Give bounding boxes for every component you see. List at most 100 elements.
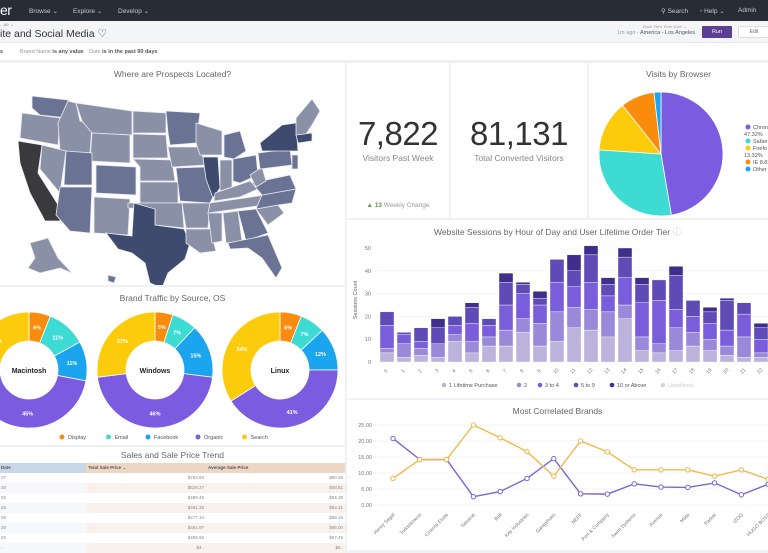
bar-segment <box>736 336 752 358</box>
brand-traffic-donuts: 6% 11% 11% 45% 27% Macintosh 5% 7% 15% 46% 27% Wind… <box>0 311 339 441</box>
column-header-date[interactable]: Date <box>0 463 86 473</box>
menu-develop[interactable]: Develop ⌄ <box>118 8 150 15</box>
data-point <box>711 480 718 486</box>
cell-total-sale-price: $477.10 <box>187 515 204 520</box>
x-tick-label: 17 <box>671 367 679 375</box>
table-row[interactable]: 06 $477.10 $68.16 <box>0 513 345 523</box>
filter-date[interactable]: Date is in the past 90 days <box>89 49 158 55</box>
cell-date: 20 <box>1 535 7 540</box>
state-north-dakota <box>132 110 167 134</box>
donut-center-label: Linux <box>271 368 290 375</box>
bar-segment <box>651 343 667 354</box>
x-tick-label: Parker <box>703 512 718 527</box>
x-tick-label: 14 <box>620 367 628 375</box>
bar-segment <box>515 284 531 294</box>
menu-explore[interactable]: Explore ⌄ <box>73 8 103 15</box>
legend-label-organic: Organic <box>204 435 224 441</box>
app-logo[interactable]: er <box>0 2 12 18</box>
column-header-average-sale-price[interactable]: Average Sale Price <box>206 463 345 473</box>
legend-pct-chrome: 47.32% <box>744 132 763 138</box>
pie-slice-other <box>653 91 662 155</box>
pie-slice-chrome <box>660 91 724 216</box>
y-tick-label: 10 <box>365 337 371 343</box>
bar-segment <box>617 256 633 278</box>
search-button[interactable]: ⚲ Search <box>661 8 689 15</box>
sessions-chart-tile: Website Sessions by Hour of Day and User… <box>347 220 768 398</box>
x-tick-label: 11 <box>569 367 577 375</box>
line-series <box>392 437 768 498</box>
run-button[interactable]: Run <box>702 26 732 38</box>
state-oregon <box>19 112 61 146</box>
table-row[interactable]: 25 $481.35 $53.31 <box>0 503 345 513</box>
state-wisconsin <box>195 122 223 156</box>
legend-dot-email <box>106 434 111 440</box>
bar-segment <box>719 345 735 356</box>
correlated-brands-line-chart: 0.00 5.00 10.00 15.00 20.00 25.00 Henry Segal T… <box>358 422 768 542</box>
legend-label-other: Other <box>753 167 767 173</box>
data-point <box>604 491 611 497</box>
donut-slice-label: 7% <box>173 331 181 337</box>
filter-brand-name[interactable]: Brand Name is any value <box>20 49 84 55</box>
legend-label: 5 to 9 <box>581 383 595 389</box>
bar-segment <box>685 345 701 363</box>
donut-slice-label: 6% <box>33 325 41 331</box>
x-tick-label: 21 <box>739 367 747 375</box>
bar-segment <box>413 348 429 356</box>
timezone-value[interactable]: America - Los Angeles <box>639 30 695 36</box>
bar-segment <box>668 266 684 276</box>
x-tick-label: 4 <box>451 368 457 374</box>
table-row[interactable]: 20 $459.60 $57.45 <box>0 533 345 543</box>
column-header-total-sale-price[interactable]: Total Sale Price ⌄ <box>86 463 206 473</box>
bar-segment <box>481 318 497 326</box>
dashboard-header: ...ue ⌄ ite and Social Media ♡ Each Tile… <box>0 21 768 43</box>
table-row[interactable]: 30 $529.27 $58.81 <box>0 483 345 493</box>
info-icon[interactable]: ⓘ <box>672 227 681 237</box>
y-tick-label: 0.00 <box>361 503 372 509</box>
cell-average-sale-price: $54.38 <box>329 495 343 500</box>
map-tile: Where are Prospects Located? <box>0 63 345 285</box>
bar-segment <box>702 311 718 324</box>
bar-segment <box>464 302 480 308</box>
timezone-label[interactable]: Each Tile's Time Zone ⌄ <box>643 24 687 29</box>
edit-button[interactable]: Edit <box>738 26 768 38</box>
cell-total-sale-price: $461.97 <box>86 523 206 533</box>
state-hawaii <box>107 274 117 284</box>
data-point <box>497 435 503 441</box>
top-nav: er Browse ⌄ Explore ⌄ Develop ⌄ ⚲ Search… <box>0 0 768 21</box>
table-row[interactable]: 07 $753.93 $50.26 <box>0 473 345 483</box>
breadcrumb[interactable]: ...ue ⌄ <box>0 22 14 27</box>
state-colorado <box>95 164 137 196</box>
admin-menu[interactable]: Admin <box>738 7 757 14</box>
data-point <box>711 473 718 479</box>
bar-segment <box>634 302 650 338</box>
help-menu[interactable]: • Help ⌄ <box>700 8 725 15</box>
pie-slice-safari <box>598 149 672 217</box>
us-map[interactable] <box>0 63 345 285</box>
weekly-change-value: 13 <box>374 202 382 209</box>
bar-segment <box>396 332 412 335</box>
dashboard-title: ite and Social Media ♡ <box>0 28 107 40</box>
bar-segment <box>464 323 480 342</box>
table-row[interactable]: 29 $461.97 $66.00 <box>0 523 345 533</box>
y-tick-label: 40 <box>365 269 371 275</box>
bar-segment <box>447 334 463 342</box>
table-row[interactable]: .. $4.. $5.. <box>0 543 345 553</box>
bar-segment <box>447 316 463 326</box>
bar-segment <box>702 338 718 351</box>
search-icon: ⚲ <box>661 8 668 15</box>
bar-segment <box>396 334 412 344</box>
kpi-visitors-tile: 7,822 Visitors Past Week ▲ 13 Weekly Cha… <box>347 63 449 218</box>
bar-segment <box>600 284 616 297</box>
state-washington <box>31 95 69 119</box>
table-row[interactable]: 03 $489.45 $54.38 <box>0 493 345 503</box>
menu-browse[interactable]: Browse ⌄ <box>29 8 58 15</box>
bar-segment <box>583 245 599 256</box>
donut-slice-label: 12% <box>315 352 326 358</box>
legend-dot <box>573 382 579 388</box>
x-tick-label: 12 <box>586 367 594 375</box>
donut-slice-label: 27% <box>117 339 128 345</box>
bar-segment <box>515 293 531 319</box>
donut-slice-label: 27% <box>0 339 2 345</box>
donut-slice-label: 45% <box>22 411 33 417</box>
